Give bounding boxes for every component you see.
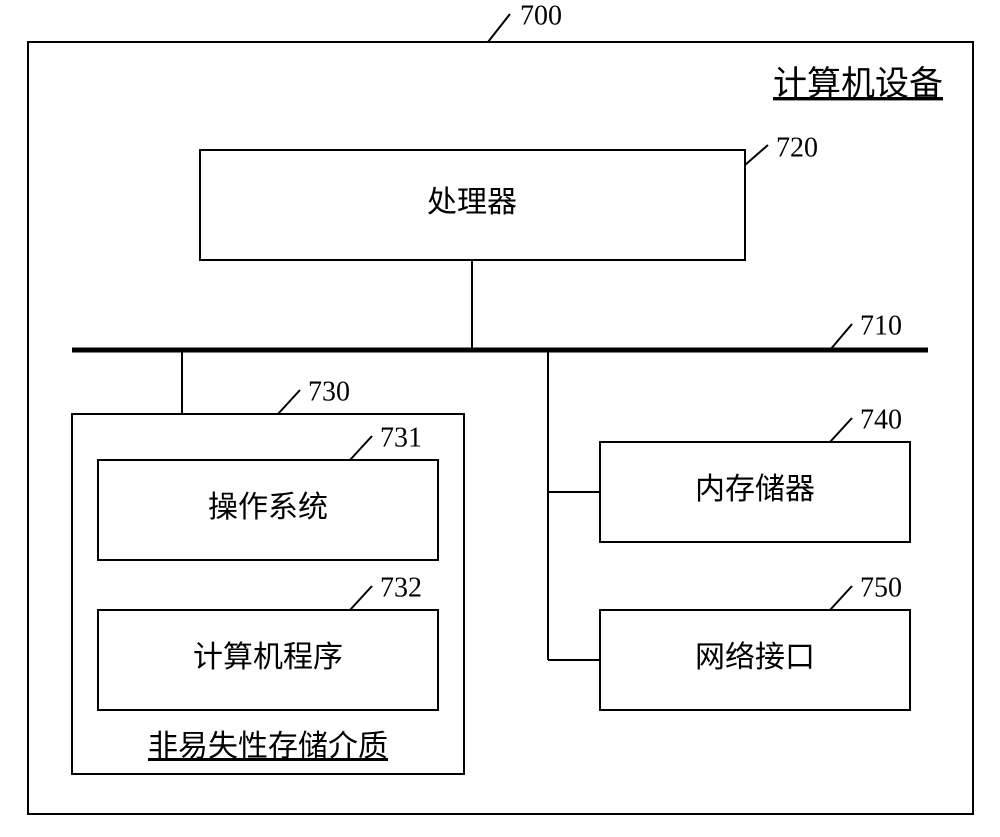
memory-ref-tick — [830, 418, 852, 442]
program-label: 计算机程序 — [193, 641, 343, 674]
netif-label: 网络接口 — [695, 641, 815, 674]
outer-title: 计算机设备 — [773, 65, 943, 103]
os-ref: 731 — [380, 422, 422, 453]
processor-ref-tick — [745, 145, 768, 165]
program-ref-tick — [350, 586, 372, 610]
outer-box — [28, 42, 973, 814]
processor-ref: 720 — [776, 132, 818, 163]
bus-ref: 710 — [860, 310, 902, 341]
outer-ref: 700 — [520, 0, 562, 31]
nvstorage-ref: 730 — [308, 376, 350, 407]
bus-ref-tick — [830, 324, 852, 350]
netif-ref: 750 — [860, 572, 902, 603]
program-ref: 732 — [380, 572, 422, 603]
netif-ref-tick — [830, 586, 852, 610]
nvstorage-ref-tick — [278, 390, 300, 414]
nvstorage-label: 非易失性存储介质 — [148, 730, 388, 763]
os-label: 操作系统 — [208, 491, 328, 524]
diagram-svg: 计算机设备 700 处理器 720 710 非易失性存储介质 730 操作系统 … — [0, 0, 1000, 837]
outer-ref-tick — [488, 14, 510, 42]
processor-label: 处理器 — [427, 186, 517, 219]
memory-label: 内存储器 — [695, 473, 815, 506]
memory-ref: 740 — [860, 404, 902, 435]
os-ref-tick — [350, 436, 372, 460]
